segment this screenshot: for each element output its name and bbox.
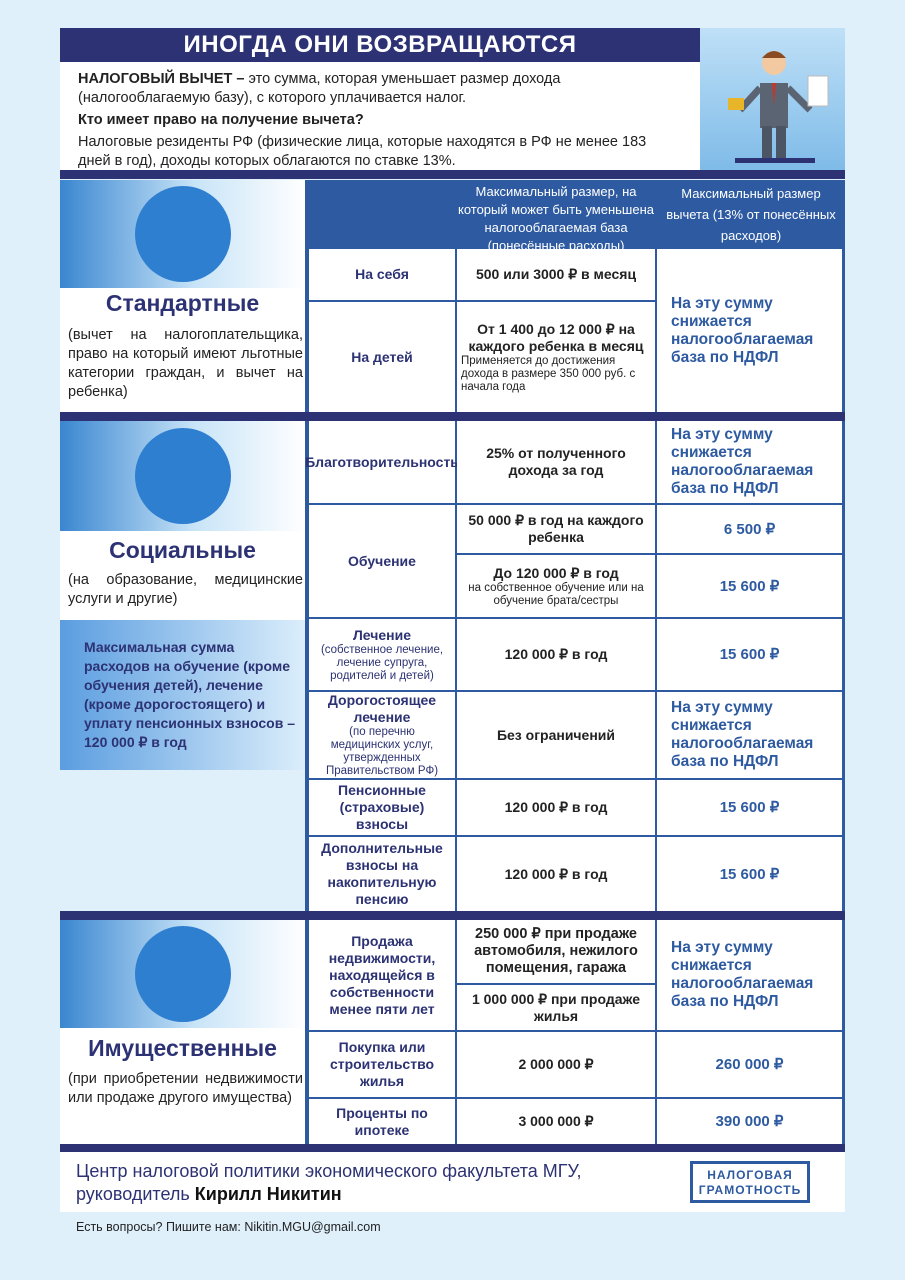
amount-note: на собственное обучение или на обучение … — [468, 581, 644, 607]
logo: НАЛОГОВАЯ ГРАМОТНОСТЬ — [690, 1161, 810, 1203]
amount-text: До 120 000 ₽ в год — [493, 564, 619, 581]
head-name: Кирилл Никитин — [194, 1184, 342, 1204]
social-limit-note: Максимальная сумма расходов на обучение … — [60, 620, 305, 770]
divider-band — [60, 170, 845, 179]
category-social: Социальные — [109, 537, 256, 563]
house-icon — [135, 926, 231, 1022]
row-deduction: 15 600 ₽ — [657, 619, 842, 690]
row-deduction: 15 600 ₽ — [657, 780, 842, 835]
divider-band — [60, 412, 845, 421]
row-deduction: 15 600 ₽ — [657, 837, 842, 911]
row-type: Покупка или строительство жилья — [309, 1032, 455, 1097]
contact-email[interactable]: Есть вопросы? Пишите нам: Nikitin.MGU@gm… — [76, 1220, 381, 1234]
row-amount: От 1 400 до 12 000 ₽ на каждого ребенка … — [457, 302, 655, 412]
row-amount: 2 000 000 ₽ — [457, 1032, 655, 1097]
intro-answer: Налоговые резиденты РФ (физические лица,… — [78, 134, 647, 169]
amount-note: Применяется до достижения дохода в разме… — [461, 354, 636, 393]
intro-question: Кто имеет право на получение вычета? — [78, 112, 364, 128]
row-amount: 50 000 ₽ в год на каждого ребенка — [457, 505, 655, 553]
row-amount: 500 или 3000 ₽ в месяц — [457, 249, 655, 300]
amount-text: От 1 400 до 12 000 ₽ на каждого ребенка … — [468, 320, 644, 354]
type-text: Лечение — [352, 626, 412, 643]
header-col2: Максимальный размер, на который может бы… — [457, 184, 654, 253]
category-standard: Стандартные — [105, 290, 260, 316]
row-deduction: На эту сумму снижается налогооблагаемая … — [657, 692, 842, 778]
row-deduction: 15 600 ₽ — [657, 555, 842, 617]
intro-definition: это сумма, которая уменьшает размер дохо… — [78, 71, 561, 106]
row-amount: Без ограничений — [457, 692, 655, 778]
org-name: Центр налоговой политики экономического … — [76, 1161, 582, 1181]
row-deduction: 390 000 ₽ — [657, 1099, 842, 1144]
row-deduction: 260 000 ₽ — [657, 1032, 842, 1097]
row-type: На детей — [309, 302, 455, 412]
row-amount: 25% от полученного дохода за год — [457, 421, 655, 503]
row-type: Обучение — [309, 505, 455, 617]
businessman-icon — [728, 51, 829, 163]
row-amount: 1 000 000 ₽ при продаже жилья — [457, 985, 655, 1030]
row-type: Пенсионные (страховые) взносы — [309, 780, 455, 835]
people-shield-icon — [135, 428, 231, 524]
intro-block: НАЛОГОВЫЙ ВЫЧЕТ – это сумма, которая уме… — [60, 62, 700, 170]
row-type: Дополнительные взносы на накопительную п… — [309, 837, 455, 911]
type-note: (по перечню медицинских услуг, утвержден… — [325, 726, 439, 777]
businessman-illustration — [700, 28, 845, 170]
page-title: ИНОГДА ОНИ ВОЗВРАЩАЮТСЯ — [60, 28, 700, 62]
type-note: (собственное лечение, лечение супруга, р… — [320, 643, 444, 682]
family-icon — [135, 186, 231, 282]
row-amount: 120 000 ₽ в год — [457, 837, 655, 911]
divider-band — [60, 911, 845, 920]
header-col3: Максимальный размер вычета (13% от понес… — [666, 186, 836, 243]
head-label: руководитель — [76, 1184, 195, 1204]
row-type: Дорогостоящее лечение (по перечню медици… — [309, 692, 455, 778]
type-text: Дорогостоящее лечение — [327, 692, 437, 725]
category-property: Имущественные — [88, 1035, 277, 1061]
row-amount: 120 000 ₽ в год — [457, 780, 655, 835]
row-amount: 3 000 000 ₽ — [457, 1099, 655, 1144]
row-deduction: На эту сумму снижается налогооблагаемая … — [657, 249, 842, 412]
row-amount: 250 000 ₽ при продаже автомобиля, нежило… — [457, 920, 655, 983]
row-deduction: На эту сумму снижается налогооблагаемая … — [657, 421, 842, 503]
row-deduction: На эту сумму снижается налогооблагаемая … — [657, 920, 842, 1030]
row-type: Благотворительность — [305, 421, 459, 503]
row-deduction: 6 500 ₽ — [657, 505, 842, 553]
row-type: Лечение (собственное лечение, лечение су… — [309, 619, 455, 690]
row-type: Проценты по ипотеке — [309, 1099, 455, 1144]
standard-desc: (вычет на налогоплательщика, право на ко… — [68, 327, 303, 400]
property-desc: (при приобретении недвижимости или прода… — [68, 1071, 303, 1106]
footer-org: Центр налоговой политики экономического … — [76, 1160, 582, 1206]
row-type: Продажа недвижимости, находящейся в собс… — [309, 920, 455, 1030]
divider-band — [60, 1144, 845, 1153]
row-type: На себя — [309, 249, 455, 300]
social-desc: (на образование, медицинские услуги и др… — [68, 572, 303, 607]
row-amount: До 120 000 ₽ в год на собственное обучен… — [457, 555, 655, 617]
intro-term: НАЛОГОВЫЙ ВЫЧЕТ – — [78, 71, 245, 87]
row-amount: 120 000 ₽ в год — [457, 619, 655, 690]
